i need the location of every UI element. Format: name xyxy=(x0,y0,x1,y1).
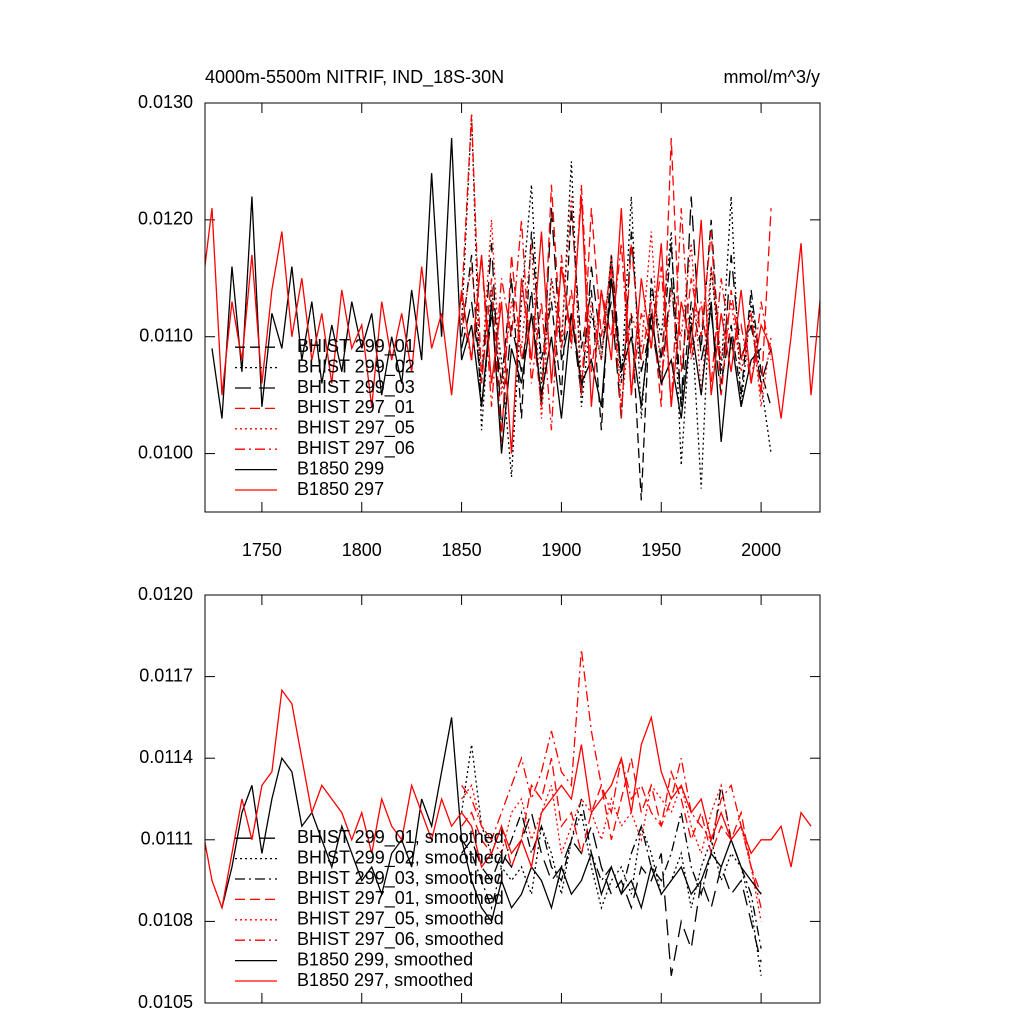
x-tick-label: 1800 xyxy=(342,540,382,560)
series-line xyxy=(461,649,762,908)
plot-frame xyxy=(204,594,821,1004)
legend-label: BHIST 297_05 xyxy=(297,418,415,439)
y-tick-label: 0.0114 xyxy=(139,747,193,767)
x-tick-label: 2000 xyxy=(741,540,781,560)
legend-label: B1850 297, smoothed xyxy=(297,970,473,990)
x-tick-label: 1850 xyxy=(442,540,482,560)
y-tick-label: 0.0111 xyxy=(141,829,193,849)
legend-label: BHIST 299_02, smoothed xyxy=(297,847,504,868)
x-tick-label: 1900 xyxy=(541,540,581,560)
series-line xyxy=(460,208,772,501)
y-tick-label: 0.0100 xyxy=(138,442,193,462)
units-label: mmol/m^3/y xyxy=(724,67,820,87)
legend-label: BHIST 297_06 xyxy=(297,438,415,459)
chart-title: 4000m-5500m NITRIF, IND_18S-30N xyxy=(205,67,504,88)
series-line xyxy=(461,810,762,976)
legend-label: BHIST 297_05, smoothed xyxy=(297,909,504,930)
y-tick-label: 0.0105 xyxy=(138,992,193,1012)
series-line xyxy=(205,196,820,454)
series-line xyxy=(205,688,812,911)
y-tick-label: 0.0110 xyxy=(139,325,193,345)
legend-label: BHIST 297_06, smoothed xyxy=(297,929,504,950)
legend-label: BHIST 297_01, smoothed xyxy=(297,888,504,909)
y-tick-label: 0.0108 xyxy=(138,910,193,930)
legend-label: B1850 299, smoothed xyxy=(297,949,473,969)
legend-label: BHIST 299_03 xyxy=(297,377,415,398)
y-tick-label: 0.0120 xyxy=(138,584,193,604)
series-line xyxy=(460,114,772,442)
series-line xyxy=(211,138,762,454)
legend-label: BHIST 299_03, smoothed xyxy=(297,868,504,889)
plot-frame xyxy=(204,102,821,513)
legend-label: BHIST 297_01 xyxy=(297,397,415,418)
legend-label: BHIST 299_01, smoothed xyxy=(297,827,504,848)
x-tick-label: 1950 xyxy=(641,540,681,560)
legend-label: BHIST 299_02 xyxy=(297,356,415,377)
series-line xyxy=(461,782,762,922)
y-tick-label: 0.0130 xyxy=(138,92,193,112)
legend-label: B1850 297 xyxy=(297,479,384,499)
legend-label: B1850 299 xyxy=(297,458,384,478)
y-tick-label: 0.0117 xyxy=(139,665,193,685)
series-line xyxy=(460,114,772,489)
series-line xyxy=(460,196,772,431)
legend-label: BHIST 299_01 xyxy=(297,336,415,357)
y-tick-label: 0.0120 xyxy=(138,209,193,229)
x-tick-label: 1750 xyxy=(242,540,282,560)
